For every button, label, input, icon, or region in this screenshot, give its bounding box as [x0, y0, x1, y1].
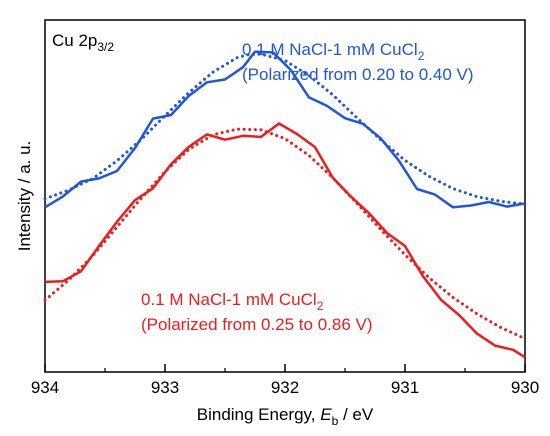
blue-annotation-line2: (Polarized from 0.20 to 0.40 V) [242, 65, 474, 84]
red-annotation-line2: (Polarized from 0.25 to 0.86 V) [141, 315, 373, 334]
red-annotation-line1: 0.1 M NaCl-1 mM CuCl2 [141, 290, 324, 313]
series-layer [43, 50, 527, 359]
x-axis-label: Binding Energy, Eb / eV [197, 405, 374, 428]
y-axis-label: Intensity / a. u. [15, 141, 34, 252]
red-measured-curve [44, 122, 526, 359]
x-tick-label: 930 [511, 378, 539, 397]
panel-label: Cu 2p3/2 [52, 31, 114, 54]
blue-fit-curve [43, 52, 527, 206]
x-tick-label: 934 [31, 378, 59, 397]
red-fit-curve [43, 127, 527, 341]
x-tick-label: 933 [151, 378, 179, 397]
x-tick-label: 931 [391, 378, 419, 397]
blue-annotation-line1: 0.1 M NaCl-1 mM CuCl2 [242, 40, 425, 63]
tick-layer: 934 933 932 931 930 [31, 364, 539, 397]
x-tick-label: 932 [271, 378, 299, 397]
blue-measured-curve [44, 50, 526, 209]
